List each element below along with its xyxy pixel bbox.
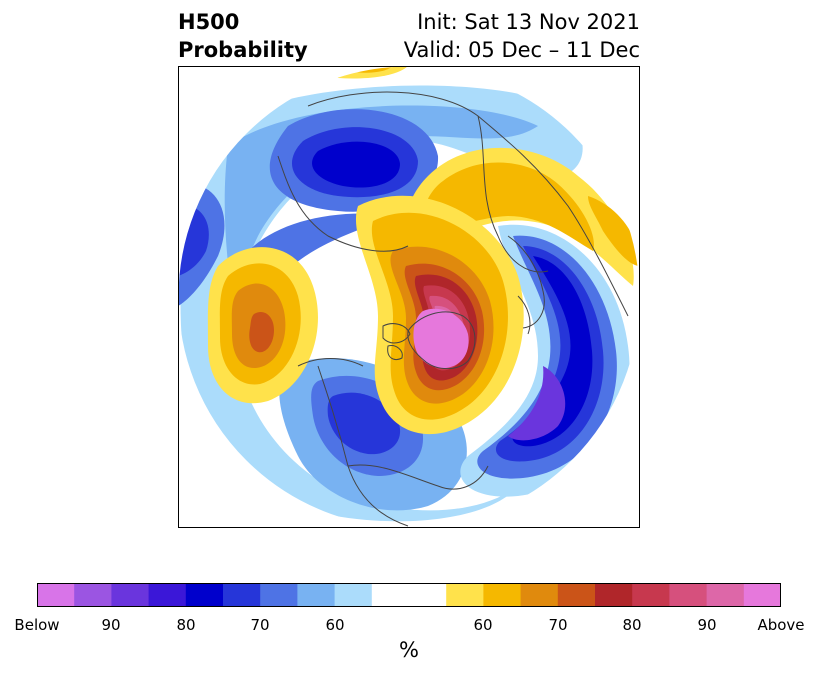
- colorbar-cell: [260, 583, 298, 607]
- title-product: Probability: [178, 38, 308, 62]
- probability-map: [178, 66, 640, 528]
- coastline-greenland: [407, 311, 476, 370]
- warm-ridge-central-orchid: [413, 308, 469, 369]
- colorbar-tick-label: 90: [697, 616, 717, 634]
- coastline-eurasia: [307, 91, 629, 317]
- title-init-date: Init: Sat 13 Nov 2021: [417, 10, 640, 34]
- colorbar-border: [37, 583, 781, 607]
- colorbar-cell: [148, 583, 187, 607]
- colorbar-cell: [185, 583, 224, 607]
- colorbar-units: %: [399, 638, 419, 662]
- map-field: [178, 66, 640, 528]
- colorbar-cell: [520, 583, 559, 607]
- coastline-europe: [507, 235, 545, 335]
- colorbar-cell: [595, 583, 633, 607]
- title-variable: H500: [178, 10, 240, 34]
- colorbar-cell: [334, 583, 373, 607]
- blue-trough-east-violet: [508, 366, 566, 441]
- colorbar-tick-label: 90: [101, 616, 121, 634]
- colorbar-cell: [223, 583, 261, 607]
- colorbar-cell: [74, 583, 112, 607]
- colorbar-cell: [111, 583, 150, 607]
- colorbar-tick-label: 60: [473, 616, 493, 634]
- coastlines: [277, 91, 629, 527]
- colorbar-cells: [37, 583, 781, 607]
- colorbar-cell: [706, 583, 745, 607]
- colorbar-cell: [446, 583, 484, 607]
- title-valid-range: Valid: 05 Dec – 11 Dec: [403, 38, 640, 62]
- colorbar-cell: [743, 583, 781, 607]
- colorbar-cell: [669, 583, 708, 607]
- colorbar: [37, 583, 781, 607]
- colorbar-tick-label: 60: [325, 616, 345, 634]
- map-border: [178, 66, 640, 528]
- colorbar-tick-label: 80: [622, 616, 642, 634]
- colorbar-tick-label: 70: [250, 616, 270, 634]
- blue-lobe-northwest-center: [312, 141, 400, 188]
- coastline-arctic-islands: [382, 323, 411, 360]
- title-left: H500 Probability: [178, 8, 308, 64]
- colorbar-cell: [483, 583, 522, 607]
- coastline-north-america: [297, 358, 489, 527]
- colorbar-cell: [557, 583, 596, 607]
- colorbar-tick-label: 70: [548, 616, 568, 634]
- warm-ridge-west-core: [249, 311, 274, 353]
- colorbar-cell: [371, 583, 410, 607]
- title-right: Init: Sat 13 Nov 2021 Valid: 05 Dec – 11…: [404, 8, 640, 64]
- blue-trough-south-core: [327, 392, 401, 455]
- blue-trough-east-deep: [512, 256, 593, 447]
- colorbar-cell: [37, 583, 75, 607]
- colorbar-tick-label: 80: [176, 616, 196, 634]
- colorbar-tick-label: Above: [757, 616, 805, 634]
- coastline-asia-east: [277, 155, 409, 252]
- colorbar-cell: [297, 583, 336, 607]
- colorbar-cell: [632, 583, 670, 607]
- colorbar-tick-label: Below: [14, 616, 60, 634]
- colorbar-cell: [409, 583, 447, 607]
- warm-ridge-northeast-east: [588, 196, 640, 266]
